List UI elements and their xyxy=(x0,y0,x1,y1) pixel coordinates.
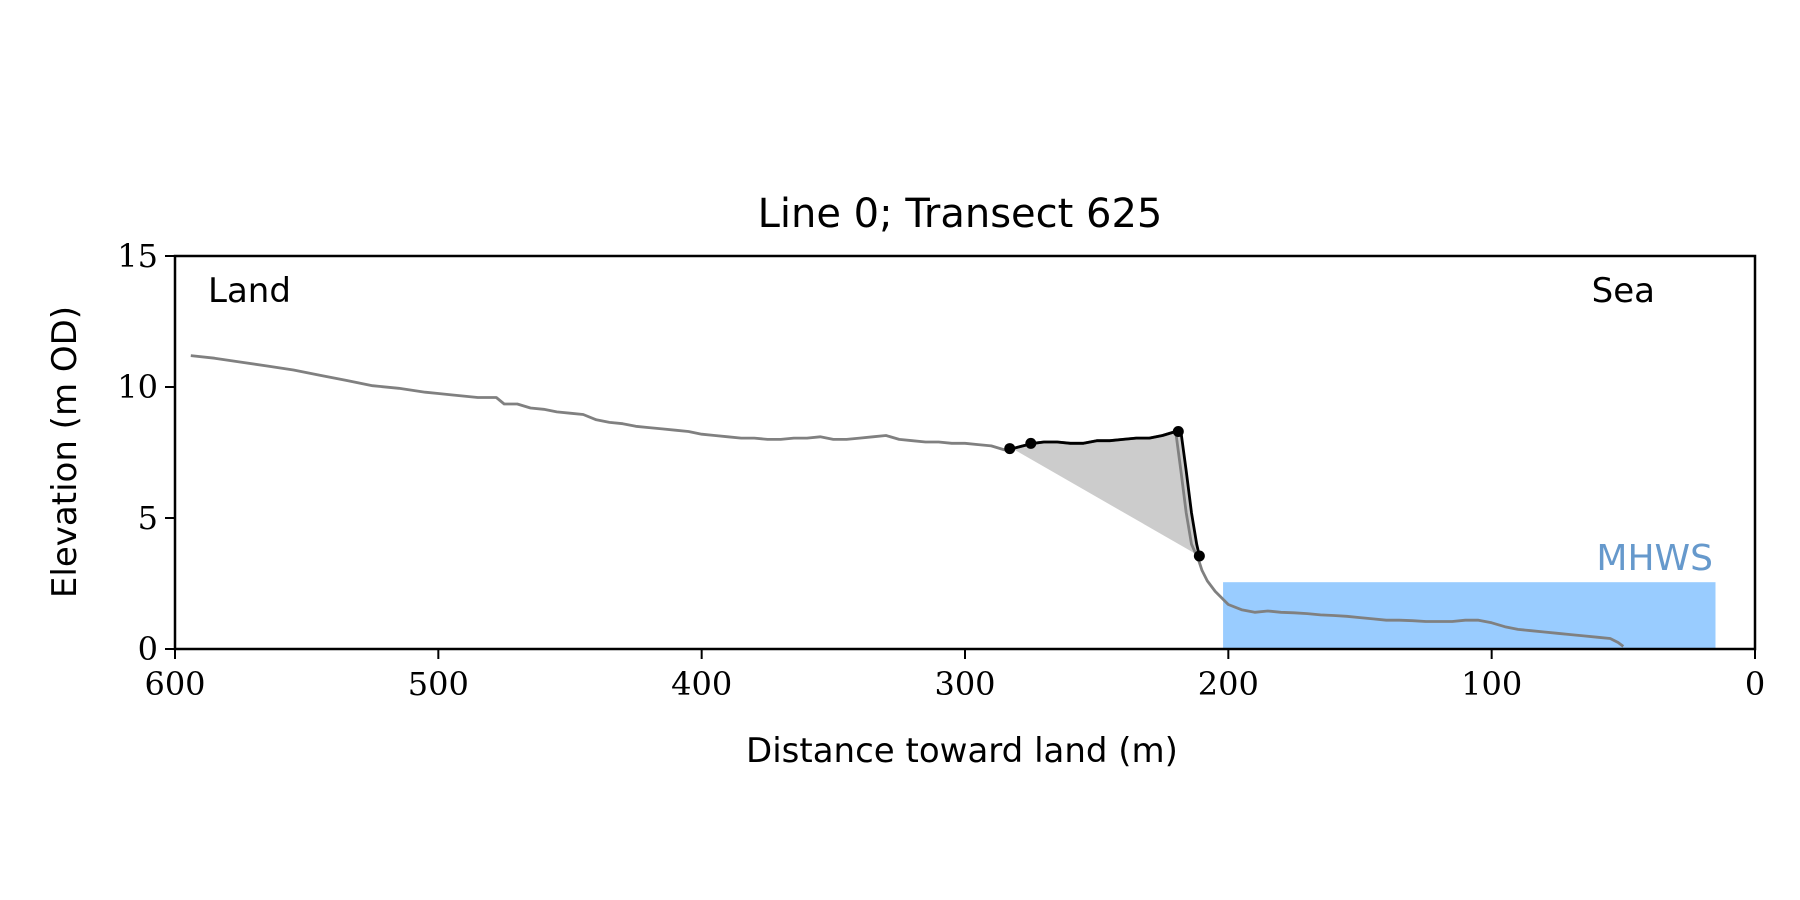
cliff-face-line xyxy=(1179,431,1201,557)
cliff-point xyxy=(1193,550,1205,562)
y-tick-label: 0 xyxy=(138,630,158,668)
cliff-point xyxy=(1025,437,1037,449)
x-tick-label: 600 xyxy=(144,665,205,703)
chart-title: Line 0; Transect 625 xyxy=(758,191,1163,237)
x-tick-label: 500 xyxy=(408,665,469,703)
sea-label: Sea xyxy=(1592,271,1655,311)
y-tick-label: 15 xyxy=(117,237,158,275)
cliff-point xyxy=(1172,426,1184,438)
x-tick-label: 400 xyxy=(671,665,732,703)
cliff-point xyxy=(1004,443,1016,455)
x-tick-label: 0 xyxy=(1745,665,1765,703)
y-axis-label: Elevation (m OD) xyxy=(45,306,85,598)
x-tick-label: 300 xyxy=(934,665,995,703)
land-label: Land xyxy=(208,271,291,311)
axis-ticks: 600 500 400 300 200 100 0 0 5 10 15 xyxy=(117,237,1765,703)
cliff-top-line xyxy=(1012,430,1181,450)
mhws-label: MHWS xyxy=(1596,538,1713,579)
x-tick-label: 100 xyxy=(1461,665,1522,703)
mhws-band xyxy=(1223,582,1716,649)
x-tick-label: 200 xyxy=(1198,665,1259,703)
y-tick-label: 5 xyxy=(138,499,158,537)
x-axis-label: Distance toward land (m) xyxy=(746,731,1178,771)
plot-area xyxy=(190,354,1716,649)
y-tick-label: 10 xyxy=(117,368,158,406)
cliff-area xyxy=(1012,431,1200,556)
